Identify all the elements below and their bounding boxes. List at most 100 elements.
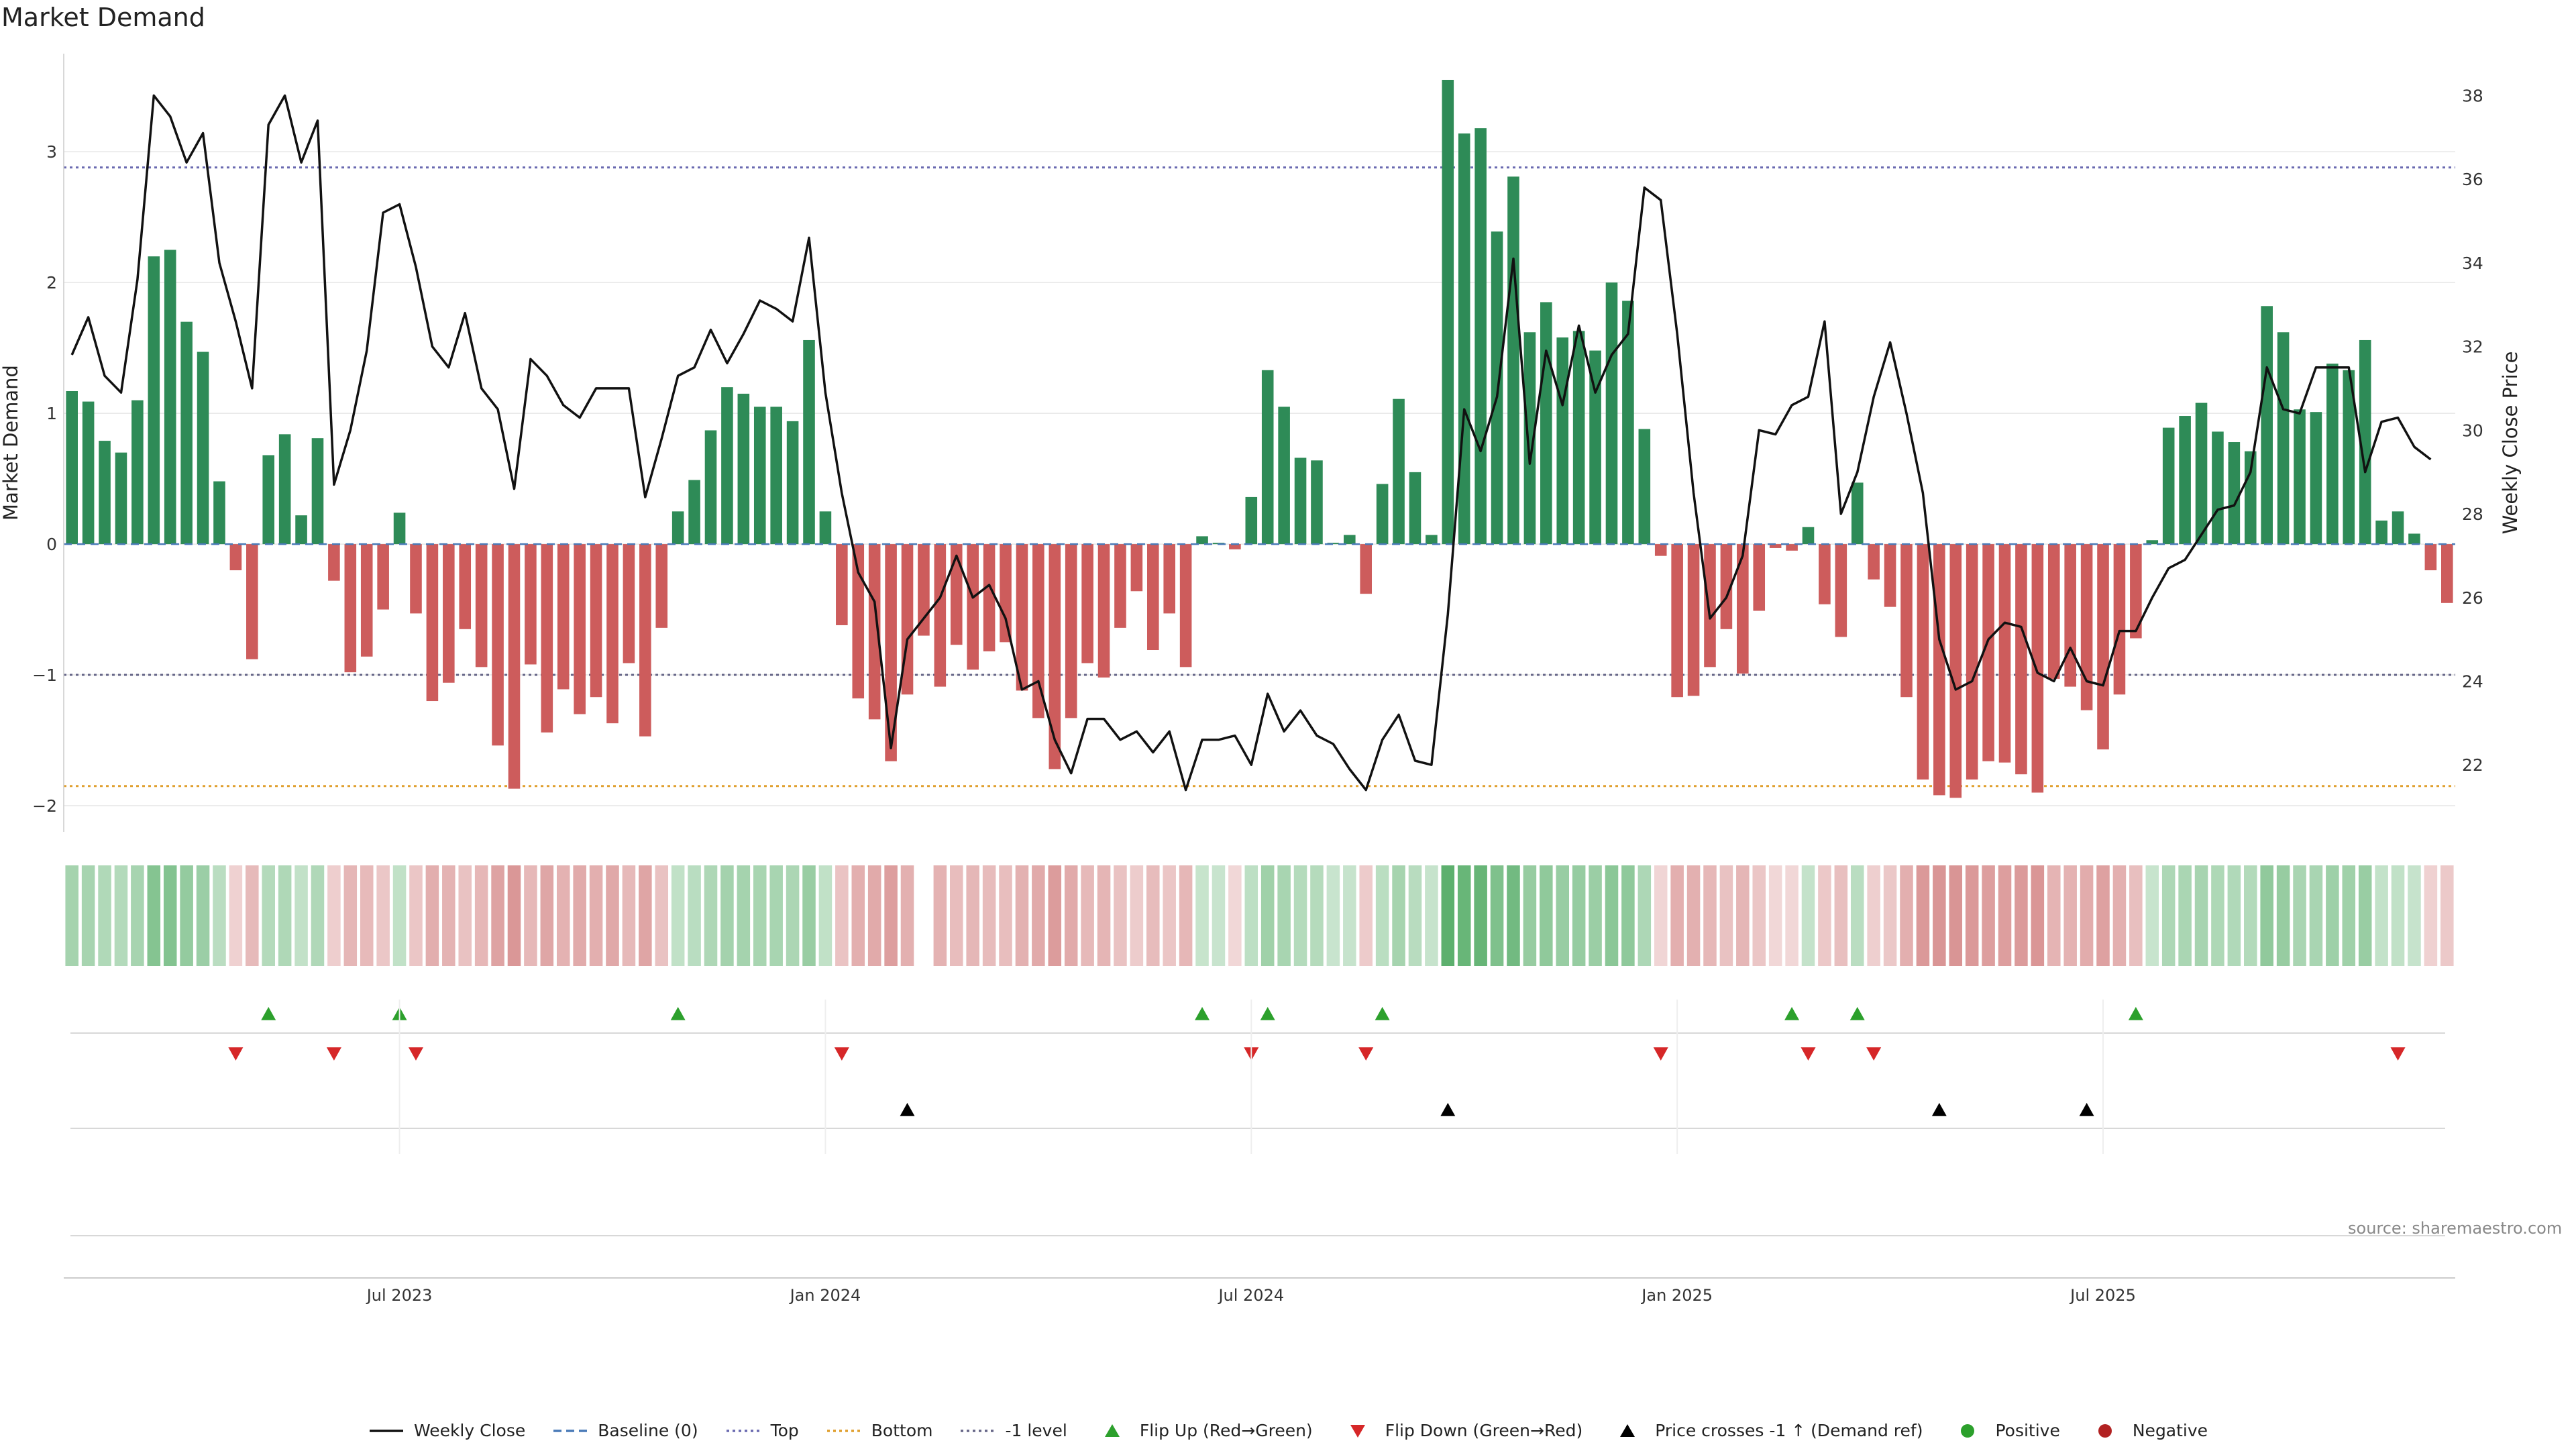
y-right-tick-label: 28 — [2462, 504, 2483, 524]
demand-bar — [688, 480, 700, 545]
flip-down-marker — [1653, 1047, 1668, 1061]
price-cross-marker — [2079, 1103, 2094, 1116]
heat-cell — [1736, 865, 1750, 966]
price-line-layer — [70, 94, 2432, 792]
demand-bar — [197, 352, 209, 545]
demand-bar — [311, 438, 324, 545]
heat-cell — [982, 865, 996, 966]
heat-cell — [392, 865, 407, 966]
demand-bar — [1540, 302, 1552, 545]
demand-bar — [1442, 79, 1454, 545]
heat-cell — [1752, 865, 1766, 966]
demand-bar — [66, 390, 78, 545]
legend-item: Positive — [1949, 1421, 2060, 1440]
heat-cell — [2129, 865, 2143, 966]
legend-swatch — [369, 1429, 403, 1432]
y-right-tick-label: 34 — [2462, 254, 2483, 273]
flip-up-marker — [1260, 1007, 1275, 1020]
heat-cell — [163, 865, 177, 966]
x-axis: Jul 2023 Jan 2024 Jul 2024 Jan 2025 Jul 2025 — [64, 1277, 2455, 1305]
legend-swatch — [826, 1429, 861, 1432]
heat-cell — [1768, 865, 1782, 966]
x-tick-label: Jan 2025 — [1640, 1286, 1713, 1305]
heat-cell — [2440, 865, 2454, 966]
legend-item: Flip Up (Red→Green) — [1094, 1421, 1313, 1440]
heat-cell — [1359, 865, 1373, 966]
axes-layer: −2 −1 0 1 2 3 22 24 26 28 30 32 34 36 38 Market Demand W… — [0, 54, 2522, 832]
flip-up-marker — [261, 1007, 276, 1020]
heat-cell — [442, 865, 455, 966]
legend-label: Bottom — [871, 1421, 933, 1440]
demand-bar — [1081, 544, 1093, 663]
legend-item: Top — [725, 1421, 799, 1440]
heat-cell — [1998, 865, 2012, 966]
source-credit: source: sharemaestro.com — [2348, 1219, 2563, 1238]
heat-cell — [835, 865, 849, 966]
demand-bar — [393, 513, 406, 545]
demand-bar — [1933, 544, 1945, 796]
y-right-tick-label: 32 — [2462, 337, 2483, 357]
demand-bar — [1622, 301, 1634, 545]
heat-cell — [753, 865, 767, 966]
demand-bar — [2244, 451, 2257, 545]
heat-cell — [1605, 865, 1619, 966]
demand-bar — [836, 544, 848, 625]
demand-bar — [1426, 535, 1438, 545]
demand-bar — [525, 544, 537, 665]
y-right-tick-label: 22 — [2462, 755, 2483, 775]
demand-bar — [1605, 282, 1618, 545]
demand-bar — [1114, 544, 1126, 628]
heat-cell — [737, 865, 751, 966]
heat-cell — [474, 865, 488, 966]
legend-item: Weekly Close — [368, 1421, 525, 1440]
heat-cell — [131, 865, 144, 966]
heat-cell — [2391, 865, 2405, 966]
demand-bar — [213, 481, 225, 545]
heat-cell — [1686, 865, 1701, 966]
demand-bar — [1835, 544, 1847, 637]
legend-item: Price crosses -1 ↑ (Demand ref) — [1609, 1421, 1923, 1440]
heat-cell — [294, 865, 308, 966]
heat-cell — [1457, 865, 1471, 966]
heat-cell — [2326, 865, 2339, 966]
heat-cell — [867, 865, 881, 966]
heat-cell — [2063, 865, 2077, 966]
demand-bar — [704, 430, 717, 545]
heat-cell — [2309, 865, 2323, 966]
heat-cell — [1540, 865, 1553, 966]
demand-bar — [918, 544, 930, 636]
price-cross-marker — [900, 1103, 915, 1116]
demand-bar — [492, 544, 504, 746]
heat-cell — [818, 865, 833, 966]
demand-bar — [1179, 544, 1192, 667]
heat-cell — [491, 865, 504, 966]
heat-cell — [1818, 865, 1831, 966]
heat-cell — [2096, 865, 2110, 966]
heat-cell — [1310, 865, 1324, 966]
demand-bar — [1376, 484, 1389, 545]
heat-cell — [2112, 865, 2127, 966]
heat-cell — [966, 865, 979, 966]
signal-rows — [70, 1000, 2445, 1236]
demand-bar — [1737, 544, 1749, 674]
flip-up-marker — [1849, 1007, 1865, 1020]
heat-cell — [1507, 865, 1520, 966]
demand-bar — [1982, 544, 1994, 761]
heat-cell — [1474, 865, 1487, 966]
demand-bar — [557, 544, 570, 690]
heat-cell — [2358, 865, 2372, 966]
heat-cell — [1490, 865, 1504, 966]
demand-bar — [1819, 544, 1831, 604]
heat-cell — [655, 865, 669, 966]
heat-cell — [1670, 865, 1684, 966]
heat-cell — [180, 865, 193, 966]
demand-bar — [2375, 521, 2387, 545]
heat-cell — [1195, 865, 1209, 966]
y-left-tick-label: 2 — [46, 273, 57, 292]
heat-cell — [2244, 865, 2257, 966]
weekly-close-line — [70, 94, 2432, 792]
heat-cell — [1130, 865, 1144, 966]
heat-cell — [1589, 865, 1602, 966]
heat-cell — [376, 865, 390, 966]
